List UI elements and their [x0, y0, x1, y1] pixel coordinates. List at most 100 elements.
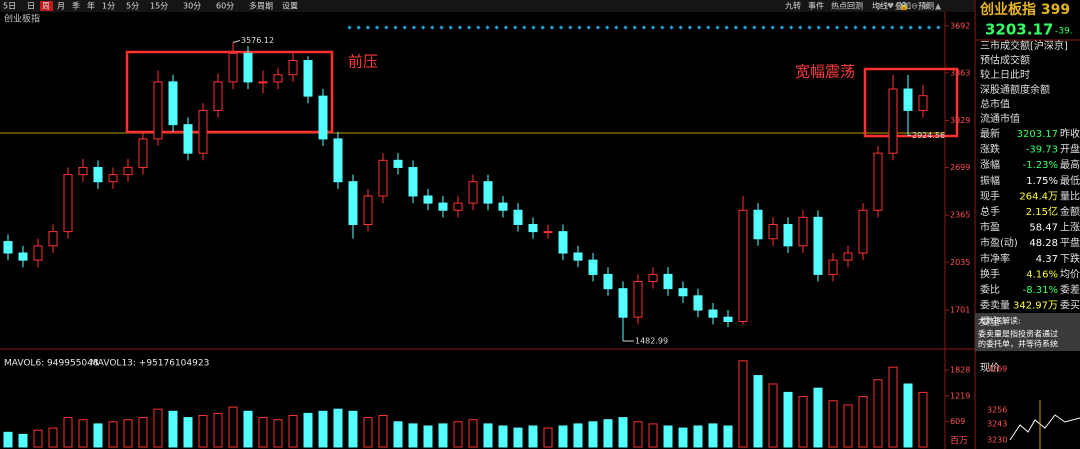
volume-bar [633, 421, 643, 448]
volume-bar [498, 425, 508, 448]
highlight-box [125, 50, 334, 134]
row-value: 4.16% [1026, 269, 1058, 280]
tool-icon[interactable]: ⊙ [875, 2, 882, 11]
tool-icon[interactable]: ♥ [887, 2, 894, 11]
candle-body [303, 59, 313, 97]
candle-body [528, 223, 538, 233]
tool-button[interactable]: 叠加 [895, 1, 911, 11]
volume-bar [408, 423, 418, 448]
volume-bar [318, 410, 328, 448]
row-label: 涨跌 [980, 143, 1000, 156]
candle-body [573, 252, 583, 261]
period-button[interactable]: 15分 [150, 2, 168, 11]
period-button[interactable]: 5日 [3, 2, 16, 11]
row-label: 现价 [980, 362, 1000, 374]
candle-body [903, 88, 913, 111]
candle-body [678, 288, 688, 297]
period-button[interactable]: 多周期 [249, 1, 273, 11]
volume-bar [708, 423, 718, 448]
volume-bar [828, 400, 838, 448]
tool-button[interactable]: 九转 [785, 1, 801, 11]
candle-body [438, 202, 448, 211]
candle-body [198, 109, 208, 154]
candle-body [333, 138, 343, 183]
row-label: 市盈 [980, 221, 1000, 234]
volume-bar [753, 375, 763, 448]
candle-body [288, 59, 298, 76]
volume-bar [333, 408, 343, 448]
candle-body [738, 209, 748, 322]
tool-button[interactable]: 预测 [918, 1, 934, 11]
tool-icon[interactable]: ⊕ [923, 2, 930, 11]
row-label: 市盈(动) [980, 236, 1018, 249]
candle-body [813, 216, 823, 275]
candle-body [48, 231, 58, 247]
extreme-label: 3576.12 [241, 36, 274, 45]
candle-body [723, 316, 733, 322]
volume-bar [228, 406, 238, 448]
volume-bar [198, 414, 208, 448]
row-label: 均价 [1060, 268, 1080, 280]
volume-bar [873, 379, 883, 448]
volume-bar [33, 429, 43, 448]
candle-body [78, 166, 88, 176]
volume-bar [63, 417, 73, 448]
row-label: 下跌 [1060, 252, 1080, 265]
row-label: 平盘 [1060, 236, 1080, 249]
y-tick-label: 1701 [950, 305, 970, 314]
period-button[interactable]: 设置 [282, 1, 298, 11]
popup[interactable] [975, 313, 1080, 351]
period-button[interactable]: 年 [87, 1, 95, 11]
volume-bar [843, 404, 853, 448]
row-label: 金额 [1060, 205, 1080, 218]
volume-bar [168, 410, 178, 448]
candle-body [153, 81, 163, 140]
tool-icon[interactable]: ▲ [935, 2, 942, 11]
row-label: 最新 [980, 127, 1000, 140]
candle-body [588, 259, 598, 275]
candle-body [783, 223, 793, 247]
volume-bar [453, 421, 463, 448]
volume-bar [573, 423, 583, 448]
tool-button[interactable]: 事件 [808, 1, 824, 11]
candle-body [393, 159, 403, 168]
period-button[interactable]: 5分 [126, 2, 139, 11]
volume-bar [918, 391, 928, 448]
tool-icon[interactable]: ⊖ [911, 2, 918, 11]
volume-bar [783, 391, 793, 448]
volume-bar [18, 433, 28, 448]
volume-bar [108, 421, 118, 448]
period-button[interactable]: 季 [72, 1, 80, 11]
row-label: 昨收 [1060, 127, 1080, 140]
volume-bar [678, 427, 688, 448]
candle-body [543, 231, 553, 234]
volume-legend: MAVOL6: 949955048 [4, 359, 99, 369]
row-value: -39.73 [1026, 145, 1058, 156]
candle-body [213, 81, 223, 111]
period-button[interactable]: 周 [42, 2, 50, 11]
period-selected [40, 1, 53, 11]
y-tick-label: 1219 [950, 391, 970, 400]
candle-body [108, 174, 118, 183]
period-button[interactable]: 月 [57, 2, 65, 11]
candle-body [888, 88, 898, 154]
candle-body [468, 181, 478, 204]
tool-button[interactable]: 均线 [872, 1, 888, 11]
period-button[interactable]: 30分 [183, 2, 201, 11]
tool-button[interactable]: 热点回测 [831, 1, 863, 11]
volume-bar [3, 431, 13, 448]
volume-bar [378, 414, 388, 448]
volume-bar [558, 425, 568, 448]
volume-unit: 百万 [950, 436, 968, 447]
period-button[interactable]: 1分 [102, 2, 115, 11]
volume-bar [243, 410, 253, 448]
volume-bar [258, 417, 268, 448]
row-label: 委买 [1060, 299, 1080, 312]
period-button[interactable]: 日 [27, 2, 35, 11]
volume-bar [903, 383, 913, 448]
period-button[interactable]: 60分 [216, 2, 234, 11]
volume-bar [528, 425, 538, 448]
tool-icon[interactable]: 🔒 [899, 2, 909, 11]
candle-body [228, 52, 238, 83]
volume-bar [588, 421, 598, 448]
